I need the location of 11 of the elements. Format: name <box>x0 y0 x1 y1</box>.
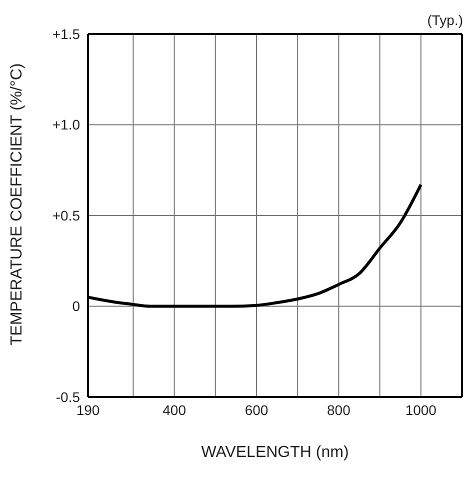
x-tick-label: 600 <box>244 402 268 418</box>
text: (Typ.) <box>427 12 463 28</box>
y-tick-label: +1.5 <box>52 26 80 42</box>
x-tick-label: 800 <box>327 402 351 418</box>
y-tick-label: +0.5 <box>52 207 80 224</box>
x-tick-label: 1000 <box>405 402 437 418</box>
x-tick-label: 400 <box>162 402 186 418</box>
x-axis-title: WAVELENGTH (nm) <box>201 444 349 461</box>
y-axis-title: TEMPERATURE COEFFICIENT (%/°C) <box>8 63 26 346</box>
y-tick-label: +1.0 <box>52 116 80 133</box>
y-tick-label: 0 <box>72 298 80 314</box>
